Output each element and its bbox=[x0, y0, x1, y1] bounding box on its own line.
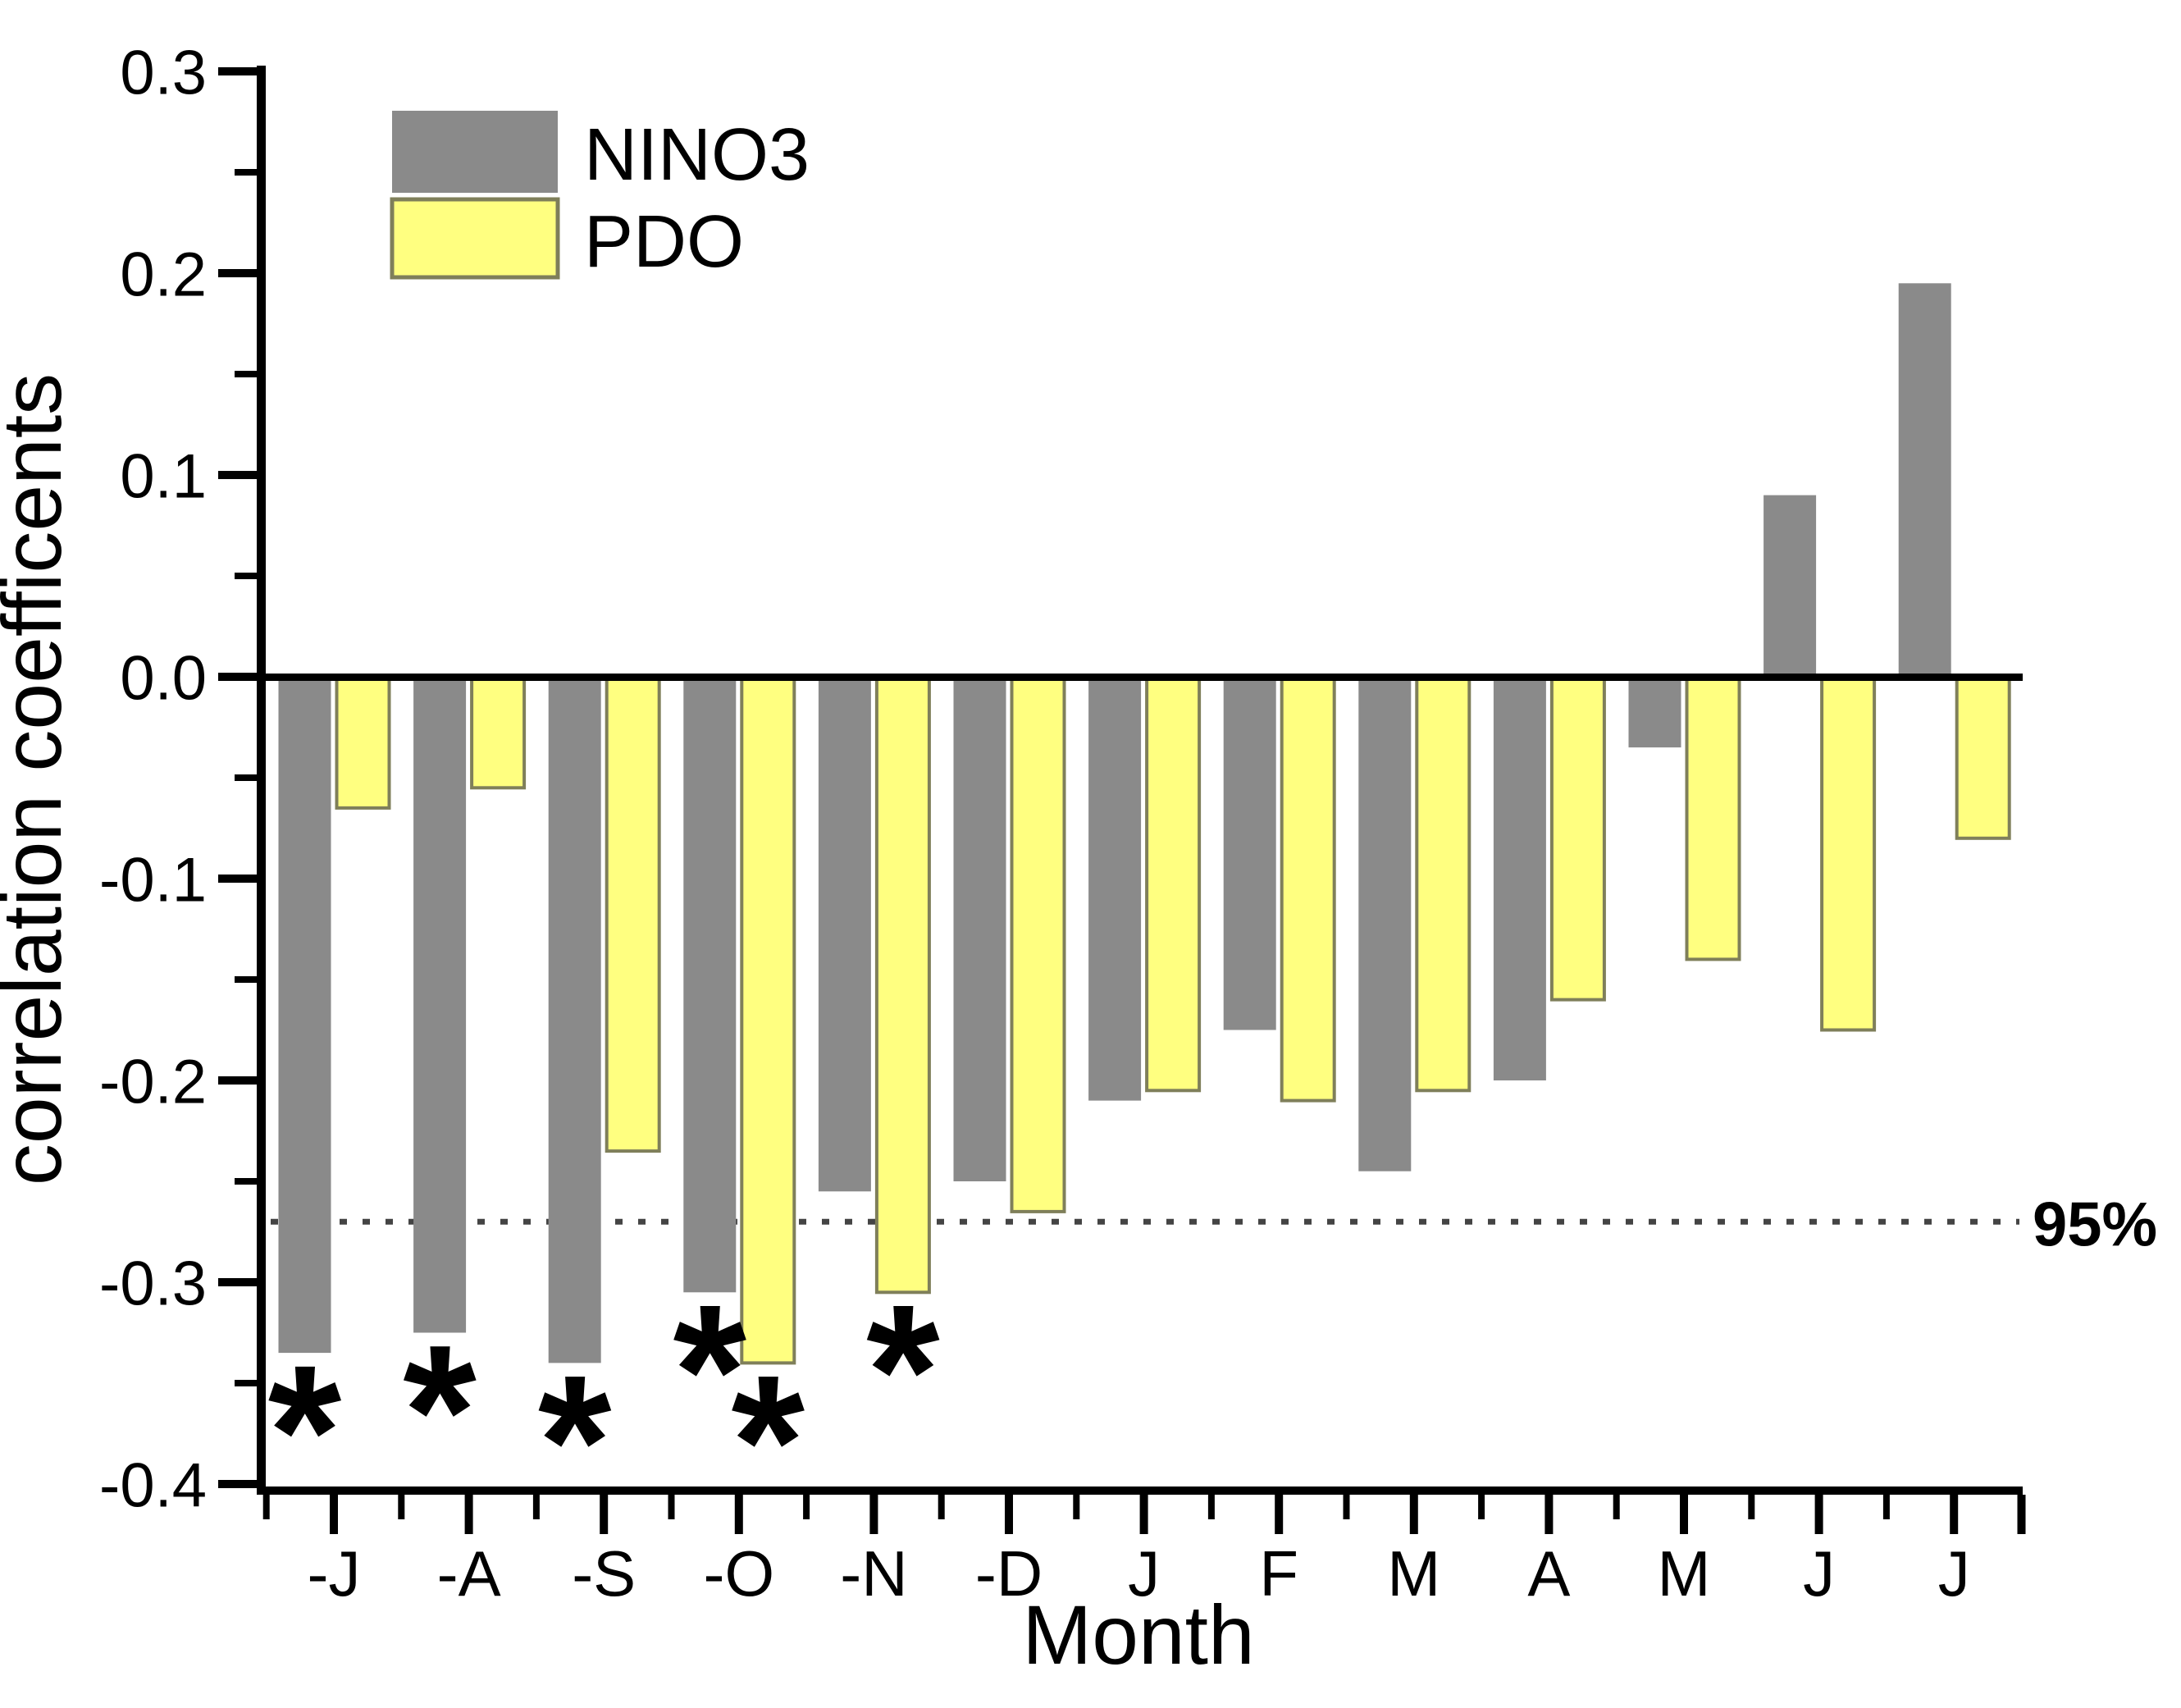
x-tick-label-8: M bbox=[1387, 1537, 1440, 1610]
y-axis: 0.3 0.2 0.1 0.0 -0.1 -0.2 -0.3 -0.4 bbox=[99, 39, 258, 1521]
x-tick-label-0: -J bbox=[308, 1537, 361, 1610]
y-tick-label: -0.3 bbox=[99, 1249, 207, 1319]
x-tick-label-9: A bbox=[1527, 1537, 1570, 1610]
x-axis: -J -A -S -O -N -D J F M A M J J bbox=[262, 1495, 2026, 1610]
y-tick-label: -0.1 bbox=[99, 846, 207, 916]
bar-pdo--j-0 bbox=[335, 675, 391, 810]
x-tick-label-2: -S bbox=[572, 1537, 636, 1610]
plot-area: * * * ** * bbox=[257, 283, 2023, 1546]
bar-pdo--d-5 bbox=[1010, 675, 1066, 1213]
legend-swatch-pdo bbox=[390, 197, 560, 280]
bar-pdo-j-6 bbox=[1145, 675, 1202, 1093]
bar-nino3--j-0 bbox=[278, 677, 331, 1354]
bar-nino3--o-3 bbox=[683, 677, 737, 1293]
x-tick-label-3: -O bbox=[703, 1537, 774, 1610]
bars-nino3 bbox=[278, 283, 1951, 1363]
y-tick-label: 0.0 bbox=[120, 644, 207, 714]
zero-line bbox=[257, 674, 2023, 681]
legend-swatch-nino3 bbox=[392, 111, 558, 193]
x-tick-label-7: F bbox=[1259, 1537, 1298, 1610]
x-tick-label-10: M bbox=[1658, 1537, 1711, 1610]
y-axis-line bbox=[257, 66, 266, 1495]
bar-nino3-m-10 bbox=[1628, 677, 1681, 748]
legend-label-pdo: PDO bbox=[584, 201, 744, 283]
x-axis-line bbox=[257, 1487, 2023, 1495]
x-tick-label-11: J bbox=[1803, 1537, 1835, 1610]
bar-pdo-m-8 bbox=[1415, 675, 1471, 1093]
bar-nino3-a-9 bbox=[1493, 677, 1546, 1080]
bar-pdo-a-9 bbox=[1549, 675, 1606, 1002]
bar-pdo-m-10 bbox=[1685, 675, 1741, 961]
bar-pdo--a-1 bbox=[470, 675, 527, 790]
bars-pdo bbox=[335, 675, 2011, 1365]
legend-label-nino3: NINO3 bbox=[584, 114, 810, 196]
bar-nino3-j-6 bbox=[1088, 677, 1142, 1101]
bar-nino3--n-4 bbox=[818, 677, 871, 1192]
y-axis-title: correlation coefficents bbox=[0, 373, 79, 1185]
x-tick-label-12: J bbox=[1938, 1537, 1970, 1610]
y-tick-label: 0.2 bbox=[120, 240, 207, 310]
y-tick-label: -0.4 bbox=[99, 1451, 207, 1521]
x-tick-label-5: -D bbox=[975, 1537, 1043, 1610]
y-tick-label: 0.3 bbox=[120, 39, 207, 108]
bar-nino3-j-12 bbox=[1898, 283, 1951, 677]
x-tick-label-4: -N bbox=[840, 1537, 907, 1610]
significance-star-nino3-3: * bbox=[673, 1265, 747, 1476]
significance-95-label: 95% bbox=[2033, 1190, 2157, 1260]
significance-star-pdo-4: * bbox=[866, 1265, 940, 1476]
bar-nino3--a-1 bbox=[413, 677, 467, 1333]
bar-pdo-j-12 bbox=[1955, 675, 2011, 840]
x-axis-title: Month bbox=[1022, 1588, 1255, 1682]
bar-nino3-m-8 bbox=[1358, 677, 1412, 1171]
bar-nino3-j-11 bbox=[1764, 495, 1817, 677]
significance-star-nino3-2: * bbox=[538, 1336, 612, 1546]
significance-star-nino3-1: * bbox=[403, 1306, 477, 1517]
bar-nino3--s-2 bbox=[548, 677, 601, 1363]
bar-pdo--o-3 bbox=[740, 675, 796, 1365]
significance-star-pdo-3: * bbox=[732, 1336, 805, 1546]
x-tick-label-6: J bbox=[1128, 1537, 1160, 1610]
x-tick-label-1: -A bbox=[437, 1537, 501, 1610]
significance-star-nino3-0: * bbox=[268, 1326, 342, 1537]
bar-pdo-f-7 bbox=[1280, 675, 1336, 1103]
bar-pdo--n-4 bbox=[874, 675, 931, 1295]
bar-pdo-j-11 bbox=[1820, 675, 1877, 1032]
y-tick-label: 0.1 bbox=[120, 442, 207, 512]
bar-pdo--s-2 bbox=[605, 675, 661, 1153]
bar-nino3-f-7 bbox=[1223, 677, 1276, 1030]
y-tick-label: -0.2 bbox=[99, 1048, 207, 1117]
bar-nino3--d-5 bbox=[953, 677, 1006, 1181]
